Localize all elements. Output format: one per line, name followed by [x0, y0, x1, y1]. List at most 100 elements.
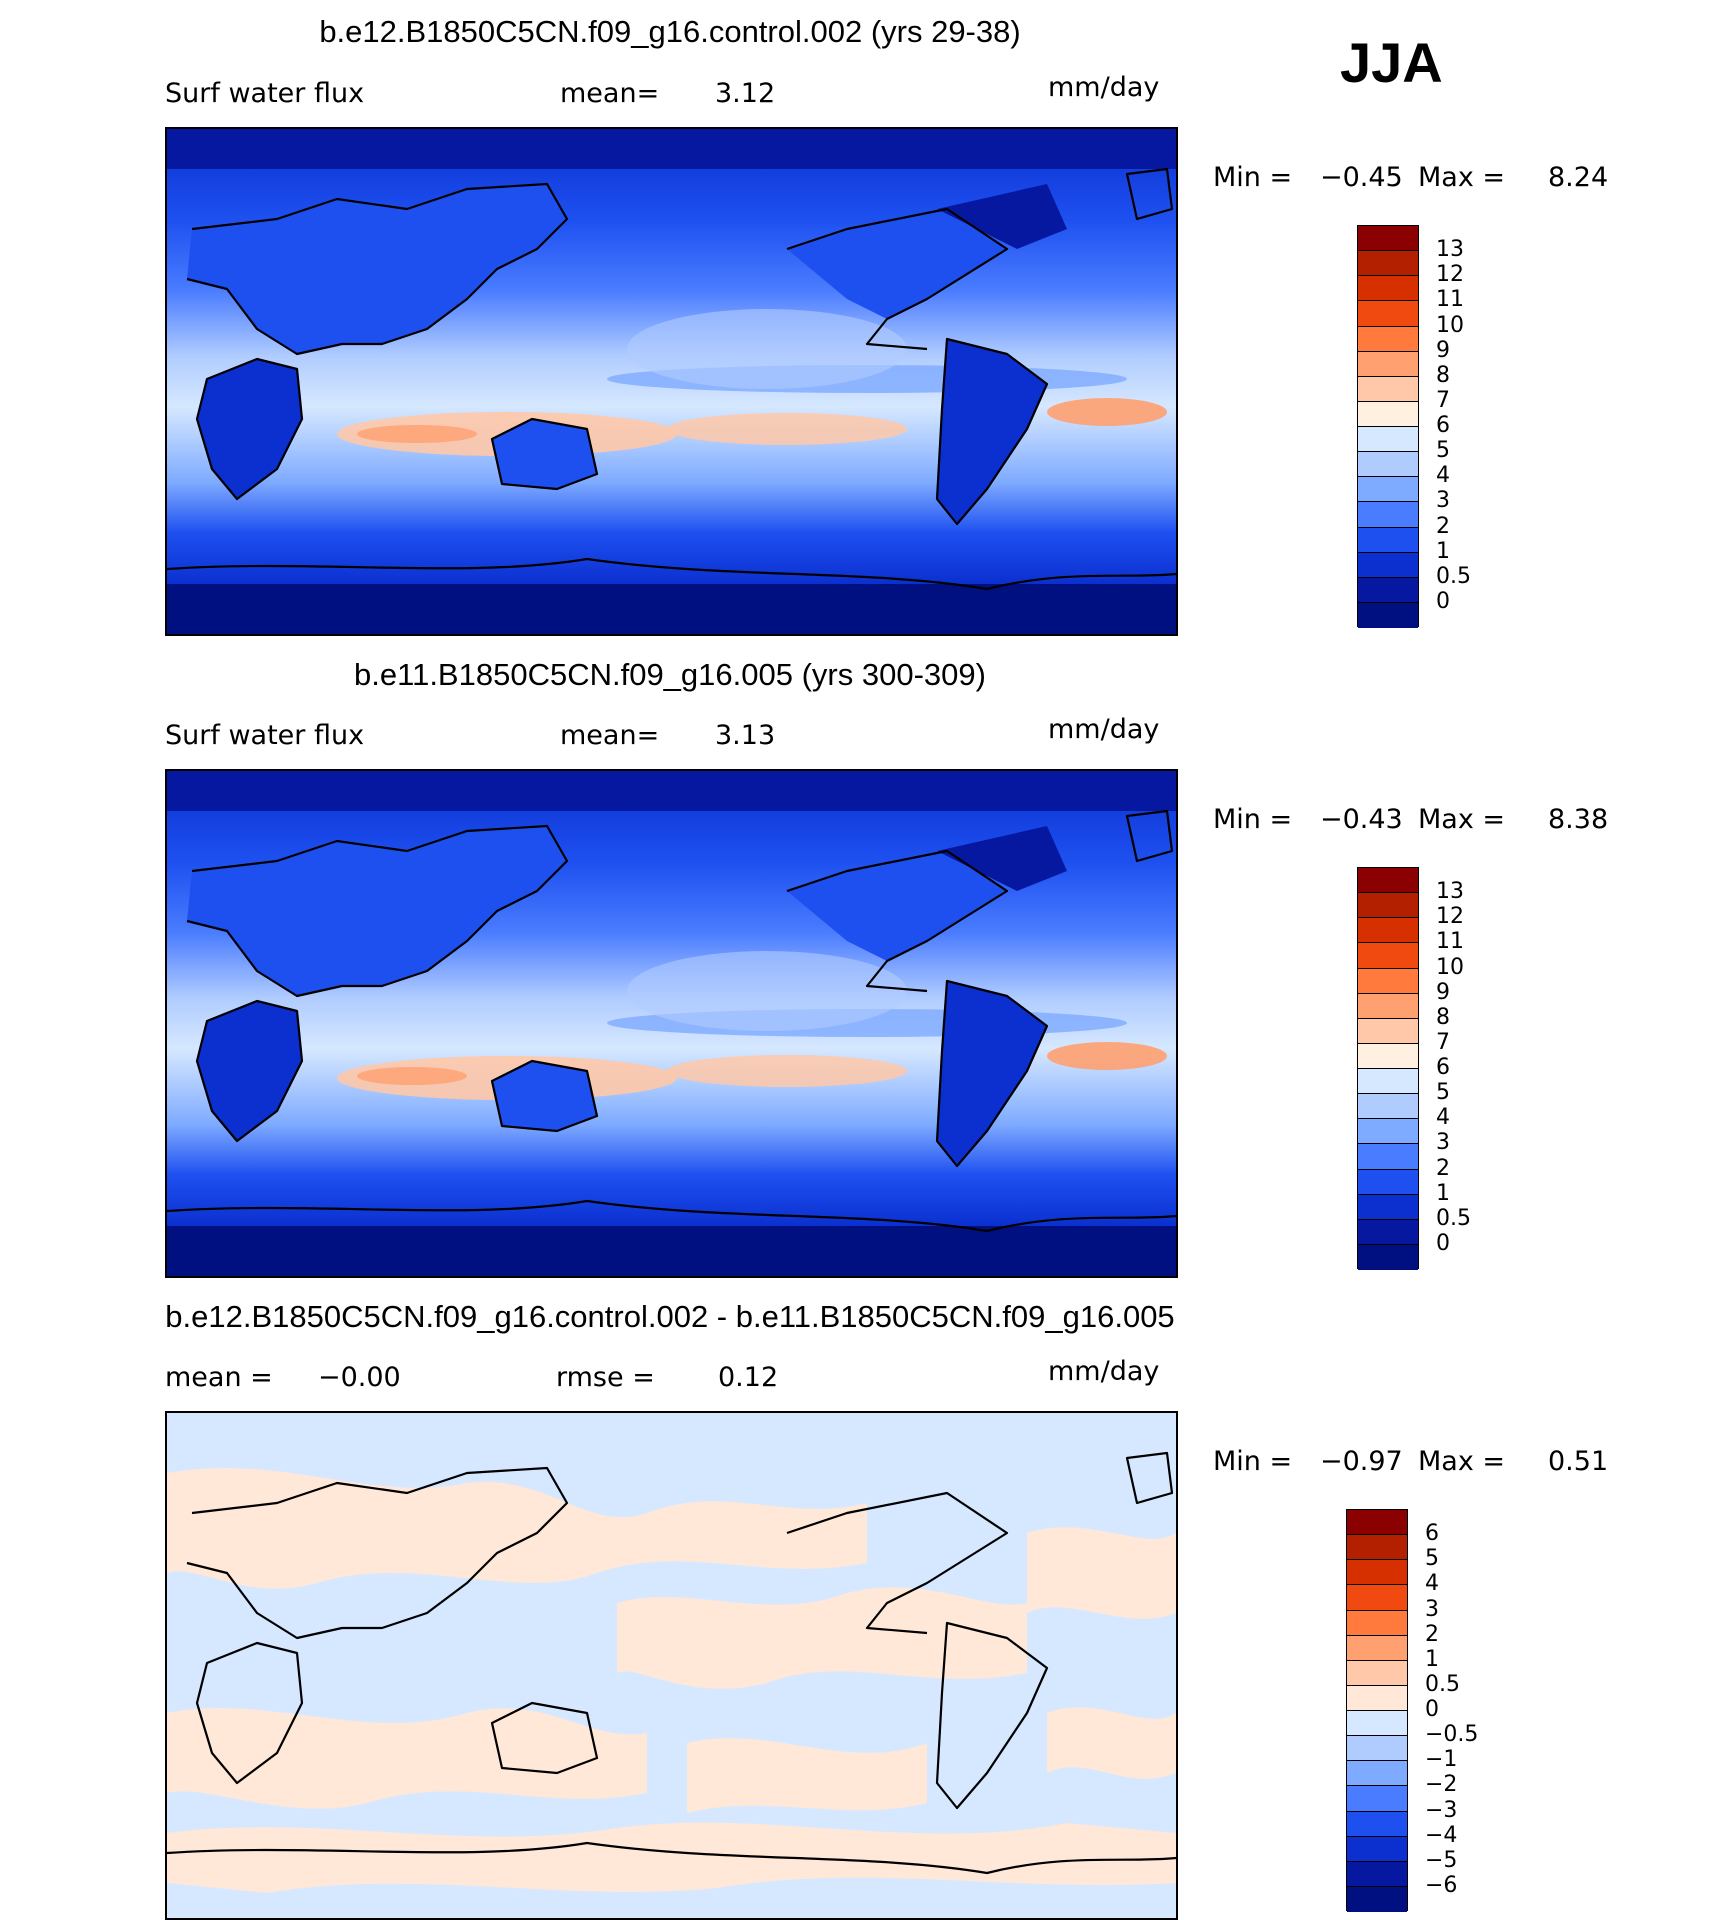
- colorbar-tick-label: 3: [1425, 1596, 1439, 1622]
- colorbar-swatch: [1347, 1861, 1407, 1887]
- colorbar-tick-label: −5: [1425, 1847, 1458, 1873]
- colorbar-tick-label: 2: [1436, 1155, 1450, 1181]
- colorbar-swatch: [1347, 1585, 1407, 1611]
- colorbar-tick-label: 3: [1436, 1130, 1450, 1156]
- colorbar-tick-label: 4: [1425, 1571, 1439, 1597]
- mean-value-middle: 3.13: [715, 720, 776, 751]
- colorbar-swatch: [1358, 527, 1418, 553]
- colorbar-swatch: [1358, 918, 1418, 944]
- colorbar-tick-label: −1: [1425, 1747, 1458, 1773]
- colorbar-tick-label: 8: [1436, 362, 1450, 388]
- variable-label-middle: Surf water flux: [165, 720, 365, 751]
- colorbar-top: [1357, 225, 1419, 628]
- colorbar-swatch: [1358, 1194, 1418, 1220]
- max-label-middle: Max =: [1418, 804, 1506, 835]
- colorbar-swatch: [1358, 1119, 1418, 1145]
- colorbar-swatch: [1358, 893, 1418, 919]
- min-label-bottom: Min =: [1213, 1446, 1293, 1477]
- colorbar-tick-label: 4: [1436, 1105, 1450, 1131]
- colorbar-swatch: [1358, 301, 1418, 327]
- colorbar-swatch: [1358, 502, 1418, 528]
- min-label-middle: Min =: [1213, 804, 1293, 835]
- colorbar-swatch: [1347, 1610, 1407, 1636]
- colorbar-swatch: [1358, 1069, 1418, 1095]
- colorbar-swatch: [1347, 1510, 1407, 1536]
- units-label-middle: mm/day: [1048, 714, 1160, 745]
- mean-label-middle: mean=: [560, 720, 660, 751]
- colorbar-swatch: [1347, 1736, 1407, 1762]
- colorbar-swatch: [1347, 1761, 1407, 1787]
- min-label-top: Min =: [1213, 162, 1293, 193]
- panel-title-middle: b.e11.B1850C5CN.f09_g16.005 (yrs 300-309…: [354, 657, 986, 692]
- map-panel-middle: [165, 769, 1178, 1278]
- colorbar-swatch: [1358, 993, 1418, 1019]
- colorbar-swatch: [1347, 1560, 1407, 1586]
- colorbar-swatch: [1358, 602, 1418, 628]
- colorbar-swatch: [1347, 1711, 1407, 1737]
- colorbar-swatch: [1347, 1685, 1407, 1711]
- max-label-bottom: Max =: [1418, 1446, 1506, 1477]
- colorbar-swatch: [1358, 1169, 1418, 1195]
- colorbar-tick-label: 5: [1436, 438, 1450, 464]
- colorbar-tick-label: 13: [1436, 237, 1464, 263]
- colorbar-tick-label: 12: [1436, 262, 1464, 288]
- colorbar-tick-label: 7: [1436, 1029, 1450, 1055]
- colorbar-tick-label: −2: [1425, 1772, 1458, 1798]
- colorbar-tick-label: 10: [1436, 312, 1464, 338]
- colorbar-swatch: [1358, 1094, 1418, 1120]
- max-value-bottom: 0.51: [1548, 1446, 1609, 1477]
- colorbar-tick-label: −0.5: [1425, 1722, 1479, 1748]
- colorbar-tick-label: 0: [1436, 1230, 1450, 1256]
- colorbar-tick-label: 0.5: [1436, 1205, 1471, 1231]
- mean-label-bottom: mean =: [165, 1362, 273, 1393]
- map-panel-top: [165, 127, 1178, 636]
- colorbar-middle: [1357, 867, 1419, 1270]
- colorbar-tick-label: 11: [1436, 287, 1464, 313]
- colorbar-tick-label: 1: [1436, 538, 1450, 564]
- colorbar-tick-label: 5: [1425, 1546, 1439, 1572]
- colorbar-swatch: [1347, 1886, 1407, 1912]
- colorbar-swatch: [1358, 1219, 1418, 1245]
- colorbar-swatch: [1358, 427, 1418, 453]
- colorbar-tick-label: −4: [1425, 1822, 1458, 1848]
- colorbar-tick-label: 10: [1436, 954, 1464, 980]
- panel-title-top: b.e12.B1850C5CN.f09_g16.control.002 (yrs…: [319, 14, 1021, 49]
- colorbar-tick-label: 1: [1425, 1646, 1439, 1672]
- colorbar-tick-label: 0: [1436, 588, 1450, 614]
- colorbar-swatch: [1358, 276, 1418, 302]
- colorbar-swatch: [1358, 376, 1418, 402]
- colorbar-swatch: [1347, 1836, 1407, 1862]
- colorbar-swatch: [1347, 1811, 1407, 1837]
- colorbar-tick-label: 5: [1436, 1080, 1450, 1106]
- colorbar-swatch: [1347, 1660, 1407, 1686]
- colorbar-swatch: [1347, 1635, 1407, 1661]
- max-value-middle: 8.38: [1548, 804, 1609, 835]
- colorbar-tick-label: 0.5: [1436, 563, 1471, 589]
- colorbar-swatch: [1347, 1786, 1407, 1812]
- colorbar-tick-label: 7: [1436, 387, 1450, 413]
- season-label: JJA: [1340, 31, 1443, 94]
- colorbar-tick-label: 11: [1436, 929, 1464, 955]
- colorbar-swatch: [1358, 552, 1418, 578]
- colorbar-swatch: [1358, 1018, 1418, 1044]
- rmse-value-bottom: 0.12: [718, 1362, 779, 1393]
- colorbar-swatch: [1358, 251, 1418, 277]
- colorbar-tick-label: −3: [1425, 1797, 1458, 1823]
- mean-label-top: mean=: [560, 78, 660, 109]
- variable-label-top: Surf water flux: [165, 78, 365, 109]
- colorbar-tick-label: 0.5: [1425, 1671, 1460, 1697]
- colorbar-swatch: [1358, 943, 1418, 969]
- panel-title-bottom: b.e12.B1850C5CN.f09_g16.control.002 - b.…: [165, 1299, 1175, 1334]
- min-value-middle: −0.43: [1320, 804, 1403, 835]
- colorbar-swatch: [1358, 351, 1418, 377]
- colorbar-tick-label: 6: [1436, 1055, 1450, 1080]
- min-value-bottom: −0.97: [1320, 1446, 1403, 1477]
- colorbar-tick-label: 9: [1436, 979, 1450, 1005]
- max-label-top: Max =: [1418, 162, 1506, 193]
- colorbar-swatch: [1358, 968, 1418, 994]
- colorbar-swatch: [1358, 452, 1418, 478]
- mean-value-bottom: −0.00: [318, 1362, 401, 1393]
- colorbar-swatch: [1358, 401, 1418, 427]
- max-value-top: 8.24: [1548, 162, 1609, 193]
- colorbar-swatch: [1358, 326, 1418, 352]
